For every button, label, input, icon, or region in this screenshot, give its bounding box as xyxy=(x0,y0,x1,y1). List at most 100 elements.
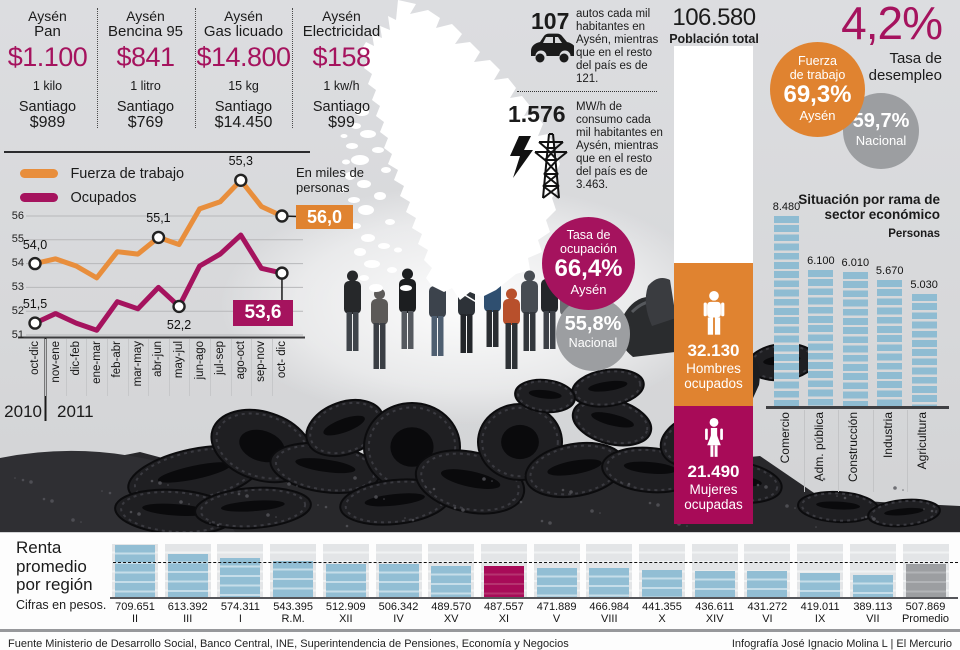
speckle xyxy=(324,505,328,509)
speckle xyxy=(425,486,427,488)
sector-category-label: Agricultura xyxy=(915,412,930,470)
renta-value-label: 613.392 xyxy=(167,601,208,613)
speckle xyxy=(569,490,573,494)
renta-value-label: 574.311 xyxy=(220,601,260,613)
island xyxy=(378,243,390,249)
price-compare-value: $989 xyxy=(29,114,66,131)
renta-region-label: V xyxy=(552,613,561,625)
speckle xyxy=(902,489,904,491)
price-divider xyxy=(291,8,293,128)
tire xyxy=(571,397,653,447)
speckle xyxy=(540,519,544,523)
speckle xyxy=(785,504,789,508)
men-caption-2: ocupados xyxy=(684,376,743,391)
island xyxy=(392,73,404,79)
speckle xyxy=(129,510,133,514)
renta-bar-promedio xyxy=(905,564,946,598)
speckle xyxy=(432,487,436,491)
sector-category-label: Comercio xyxy=(777,412,792,464)
tire xyxy=(797,490,879,524)
tire xyxy=(114,488,236,532)
price-compare-city: Santiago xyxy=(312,99,371,115)
renta-region-label: VI xyxy=(762,613,773,625)
speckle xyxy=(188,503,190,505)
speckle xyxy=(404,517,406,519)
island xyxy=(385,219,395,225)
speckle xyxy=(930,509,934,513)
price-compare-value: $99 xyxy=(328,114,355,131)
island xyxy=(364,260,380,268)
energy-fact-text: MW/h de consumo cada mil habitantes en A… xyxy=(576,101,663,191)
x-category-label: abr-jun xyxy=(152,341,165,377)
renta-value-label: 419.011 xyxy=(800,601,840,613)
price-value: $14.800 xyxy=(196,42,291,72)
price-region: Aysén xyxy=(28,8,67,24)
renta-title-2: promedio xyxy=(16,556,87,576)
speckle xyxy=(864,515,868,519)
unemployment-value: 4,2% xyxy=(841,0,943,49)
price-product: Pan xyxy=(34,23,61,40)
tire xyxy=(514,378,576,414)
renta-value-label: 436.611 xyxy=(695,601,735,613)
person-silhouette xyxy=(484,266,501,347)
data-point-marker xyxy=(234,173,248,188)
occupation-title-2: ocupación xyxy=(560,242,617,256)
x-label-separator xyxy=(271,339,273,396)
labor-force-aysen-label: Aysén xyxy=(799,108,836,123)
renta-value-label: 471.889 xyxy=(536,601,577,613)
island xyxy=(346,143,358,149)
occupation-aysen-value: 66,4% xyxy=(554,255,623,282)
speckle xyxy=(21,478,25,482)
occupation-title-1: Tasa de xyxy=(566,228,611,242)
chart-top-rule xyxy=(4,151,310,153)
renta-value-label: 389.113 xyxy=(853,601,893,613)
sector-bar-adm-p-blica xyxy=(808,270,834,408)
occupation-national-label: Nacional xyxy=(568,336,618,350)
sector-bar-comercio xyxy=(774,216,799,408)
facts-divider xyxy=(517,91,657,92)
renta-value-label: 431.272 xyxy=(747,601,788,613)
renta-bar-vii xyxy=(852,575,893,598)
occupation-aysen-label: Aysén xyxy=(570,282,607,297)
footer: Fuente Ministerio de Desarrollo Social, … xyxy=(0,629,960,650)
year-label-2011: 2011 xyxy=(57,402,94,421)
island xyxy=(399,25,409,31)
men-value: 32.130 xyxy=(687,341,740,360)
price-product: Electricidad xyxy=(302,23,381,40)
price-value: $158 xyxy=(312,42,371,72)
renta-value-label: 506.342 xyxy=(378,601,419,613)
island xyxy=(354,248,366,256)
y-tick-label: 55 xyxy=(11,233,24,246)
island xyxy=(361,234,375,242)
price-unit: 15 kg xyxy=(228,79,259,93)
labor-force-national-label: Nacional xyxy=(855,133,907,148)
speckle xyxy=(656,503,660,507)
speckle xyxy=(353,476,357,480)
person-silhouette xyxy=(429,275,446,356)
women-value: 21.490 xyxy=(687,462,740,481)
renta-bar-iv xyxy=(378,564,419,598)
price-card-bencina-95: Aysén Bencina 95 $841 1 litro Santiago $769 xyxy=(98,0,193,135)
year-label-2010: 2010 xyxy=(4,402,42,421)
speckle xyxy=(872,517,876,521)
renta-region-label: XIV xyxy=(705,613,724,625)
unemployment-caption-1: Tasa de xyxy=(889,50,942,67)
speckle xyxy=(14,477,16,479)
renta-region-label: I xyxy=(238,613,242,625)
x-category-label: nov-ene xyxy=(49,341,62,383)
cars-per-thousand-value: 107 xyxy=(531,8,570,34)
x-category-label: ene-mar xyxy=(90,341,103,384)
data-point-marker xyxy=(275,209,289,223)
y-tick-label: 51 xyxy=(11,328,24,341)
sector-chart-title-2: sector económico xyxy=(824,207,940,222)
renta-bar-rm xyxy=(273,561,314,598)
women-caption-2: ocupadas xyxy=(684,497,743,512)
price-divider xyxy=(194,8,196,128)
speckle xyxy=(167,484,169,486)
renta-average-dashed-line xyxy=(113,562,958,563)
x-category-label: oct- dic xyxy=(275,341,288,379)
speckle xyxy=(158,481,162,485)
island xyxy=(348,197,360,203)
population-total-segment xyxy=(674,46,753,263)
speckle xyxy=(686,525,688,527)
